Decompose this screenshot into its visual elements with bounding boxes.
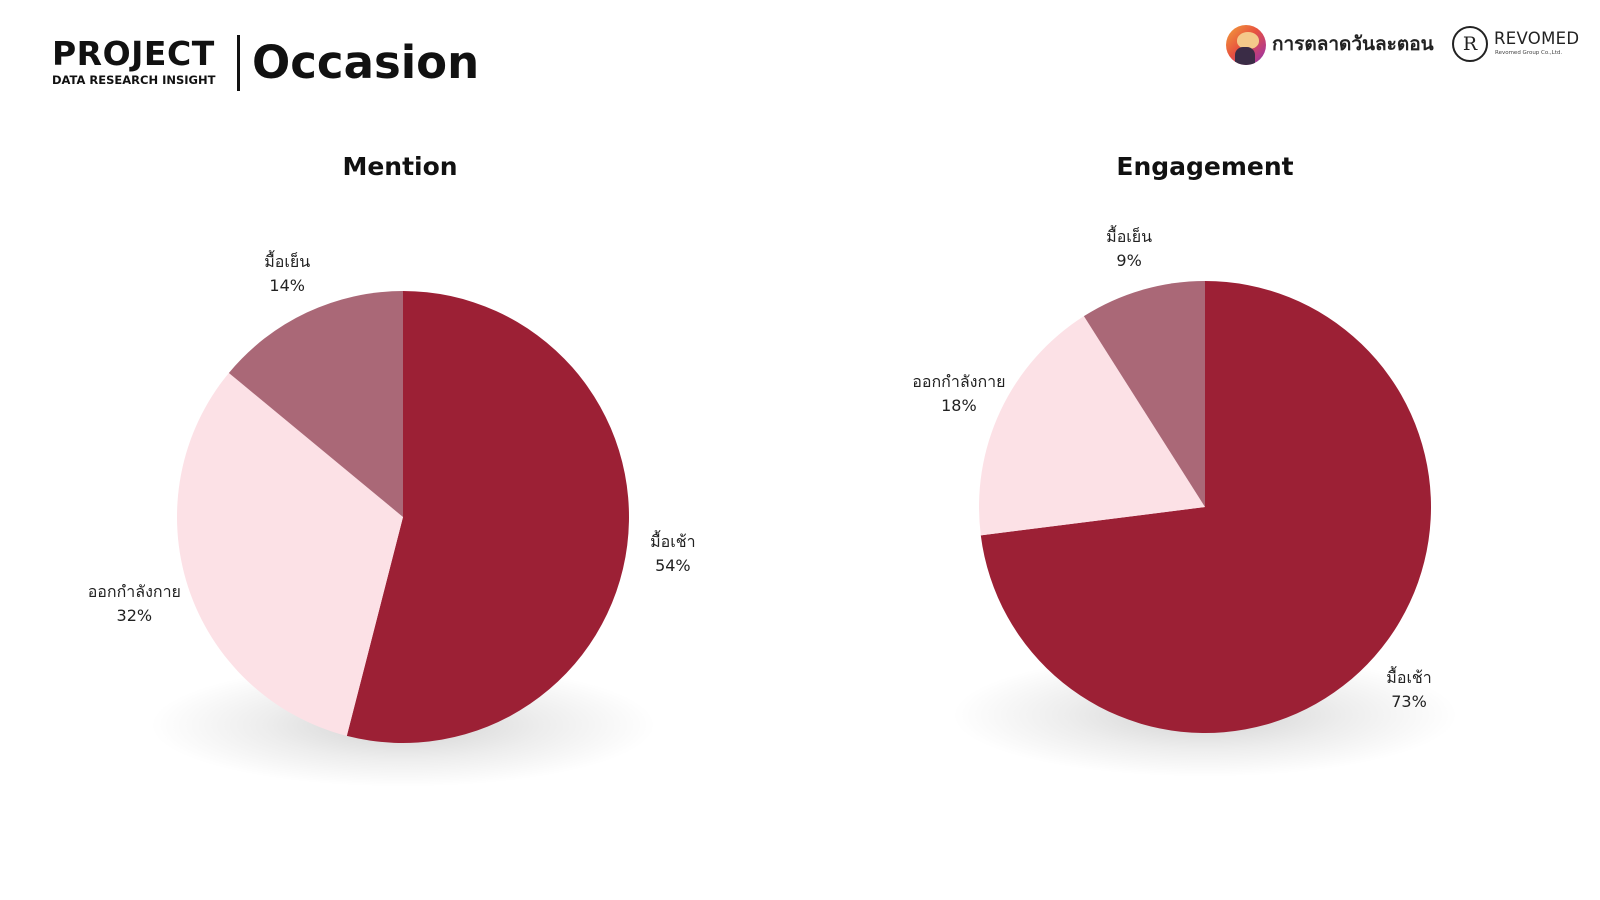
pie-label-engagement-dinner: มื้อเย็น	[1106, 225, 1152, 246]
pie-slice-engagement-dinner	[1083, 281, 1205, 507]
pie-label-mention-breakfast: มื้อเช้า	[650, 530, 695, 551]
pie-label-mention-exercise: ออกกำลังกาย	[88, 582, 181, 601]
pie-value-engagement-breakfast: 73%	[1391, 692, 1427, 711]
pie-slice-mention-dinner	[228, 291, 403, 517]
page-title: Occasion	[252, 36, 480, 89]
pie-chart-engagement: มื้อเช้า 73% ออกกำลังกาย 18% มื้อเย็น 9%	[912, 225, 1459, 777]
pie-slice-engagement-breakfast	[980, 281, 1431, 733]
project-title: PROJECT	[52, 34, 215, 73]
pie-slice-engagement-exercise	[978, 316, 1205, 536]
brand-secondary-name: REVOMED	[1494, 29, 1580, 48]
pie-value-engagement-exercise: 18%	[941, 396, 977, 415]
pie-value-mention-dinner: 14%	[269, 276, 305, 295]
brand-secondary-monogram: R	[1462, 32, 1478, 55]
brand-primary-logo-icon	[1226, 25, 1266, 65]
brand-primary-name: การตลาดวันละตอน	[1272, 33, 1434, 55]
pie-label-engagement-breakfast: มื้อเช้า	[1386, 666, 1431, 687]
project-subtitle: DATA RESEARCH INSIGHT	[52, 73, 216, 87]
brand-secondary-tagline: Revomed Group Co.,Ltd.	[1495, 50, 1563, 56]
pie-label-engagement-exercise: ออกกำลังกาย	[912, 372, 1005, 391]
header-divider	[237, 35, 240, 91]
pie-label-mention-dinner: มื้อเย็น	[264, 250, 310, 271]
pie-value-mention-breakfast: 54%	[655, 556, 691, 575]
pie-slice-mention-breakfast	[346, 291, 630, 743]
brand-secondary-logo-icon: R	[1452, 26, 1488, 62]
project-branding: PROJECT DATA RESEARCH INSIGHT	[52, 34, 222, 88]
pie-value-engagement-dinner: 9%	[1116, 251, 1141, 270]
pie-value-mention-exercise: 32%	[117, 606, 153, 625]
pie-chart-mention: มื้อเช้า 54% ออกกำลังกาย 32% มื้อเย็น 14%	[88, 250, 696, 787]
chart-title-engagement: Engagement	[1116, 152, 1294, 181]
pie-slice-mention-exercise	[177, 372, 403, 736]
chart-title-mention: Mention	[342, 152, 458, 181]
